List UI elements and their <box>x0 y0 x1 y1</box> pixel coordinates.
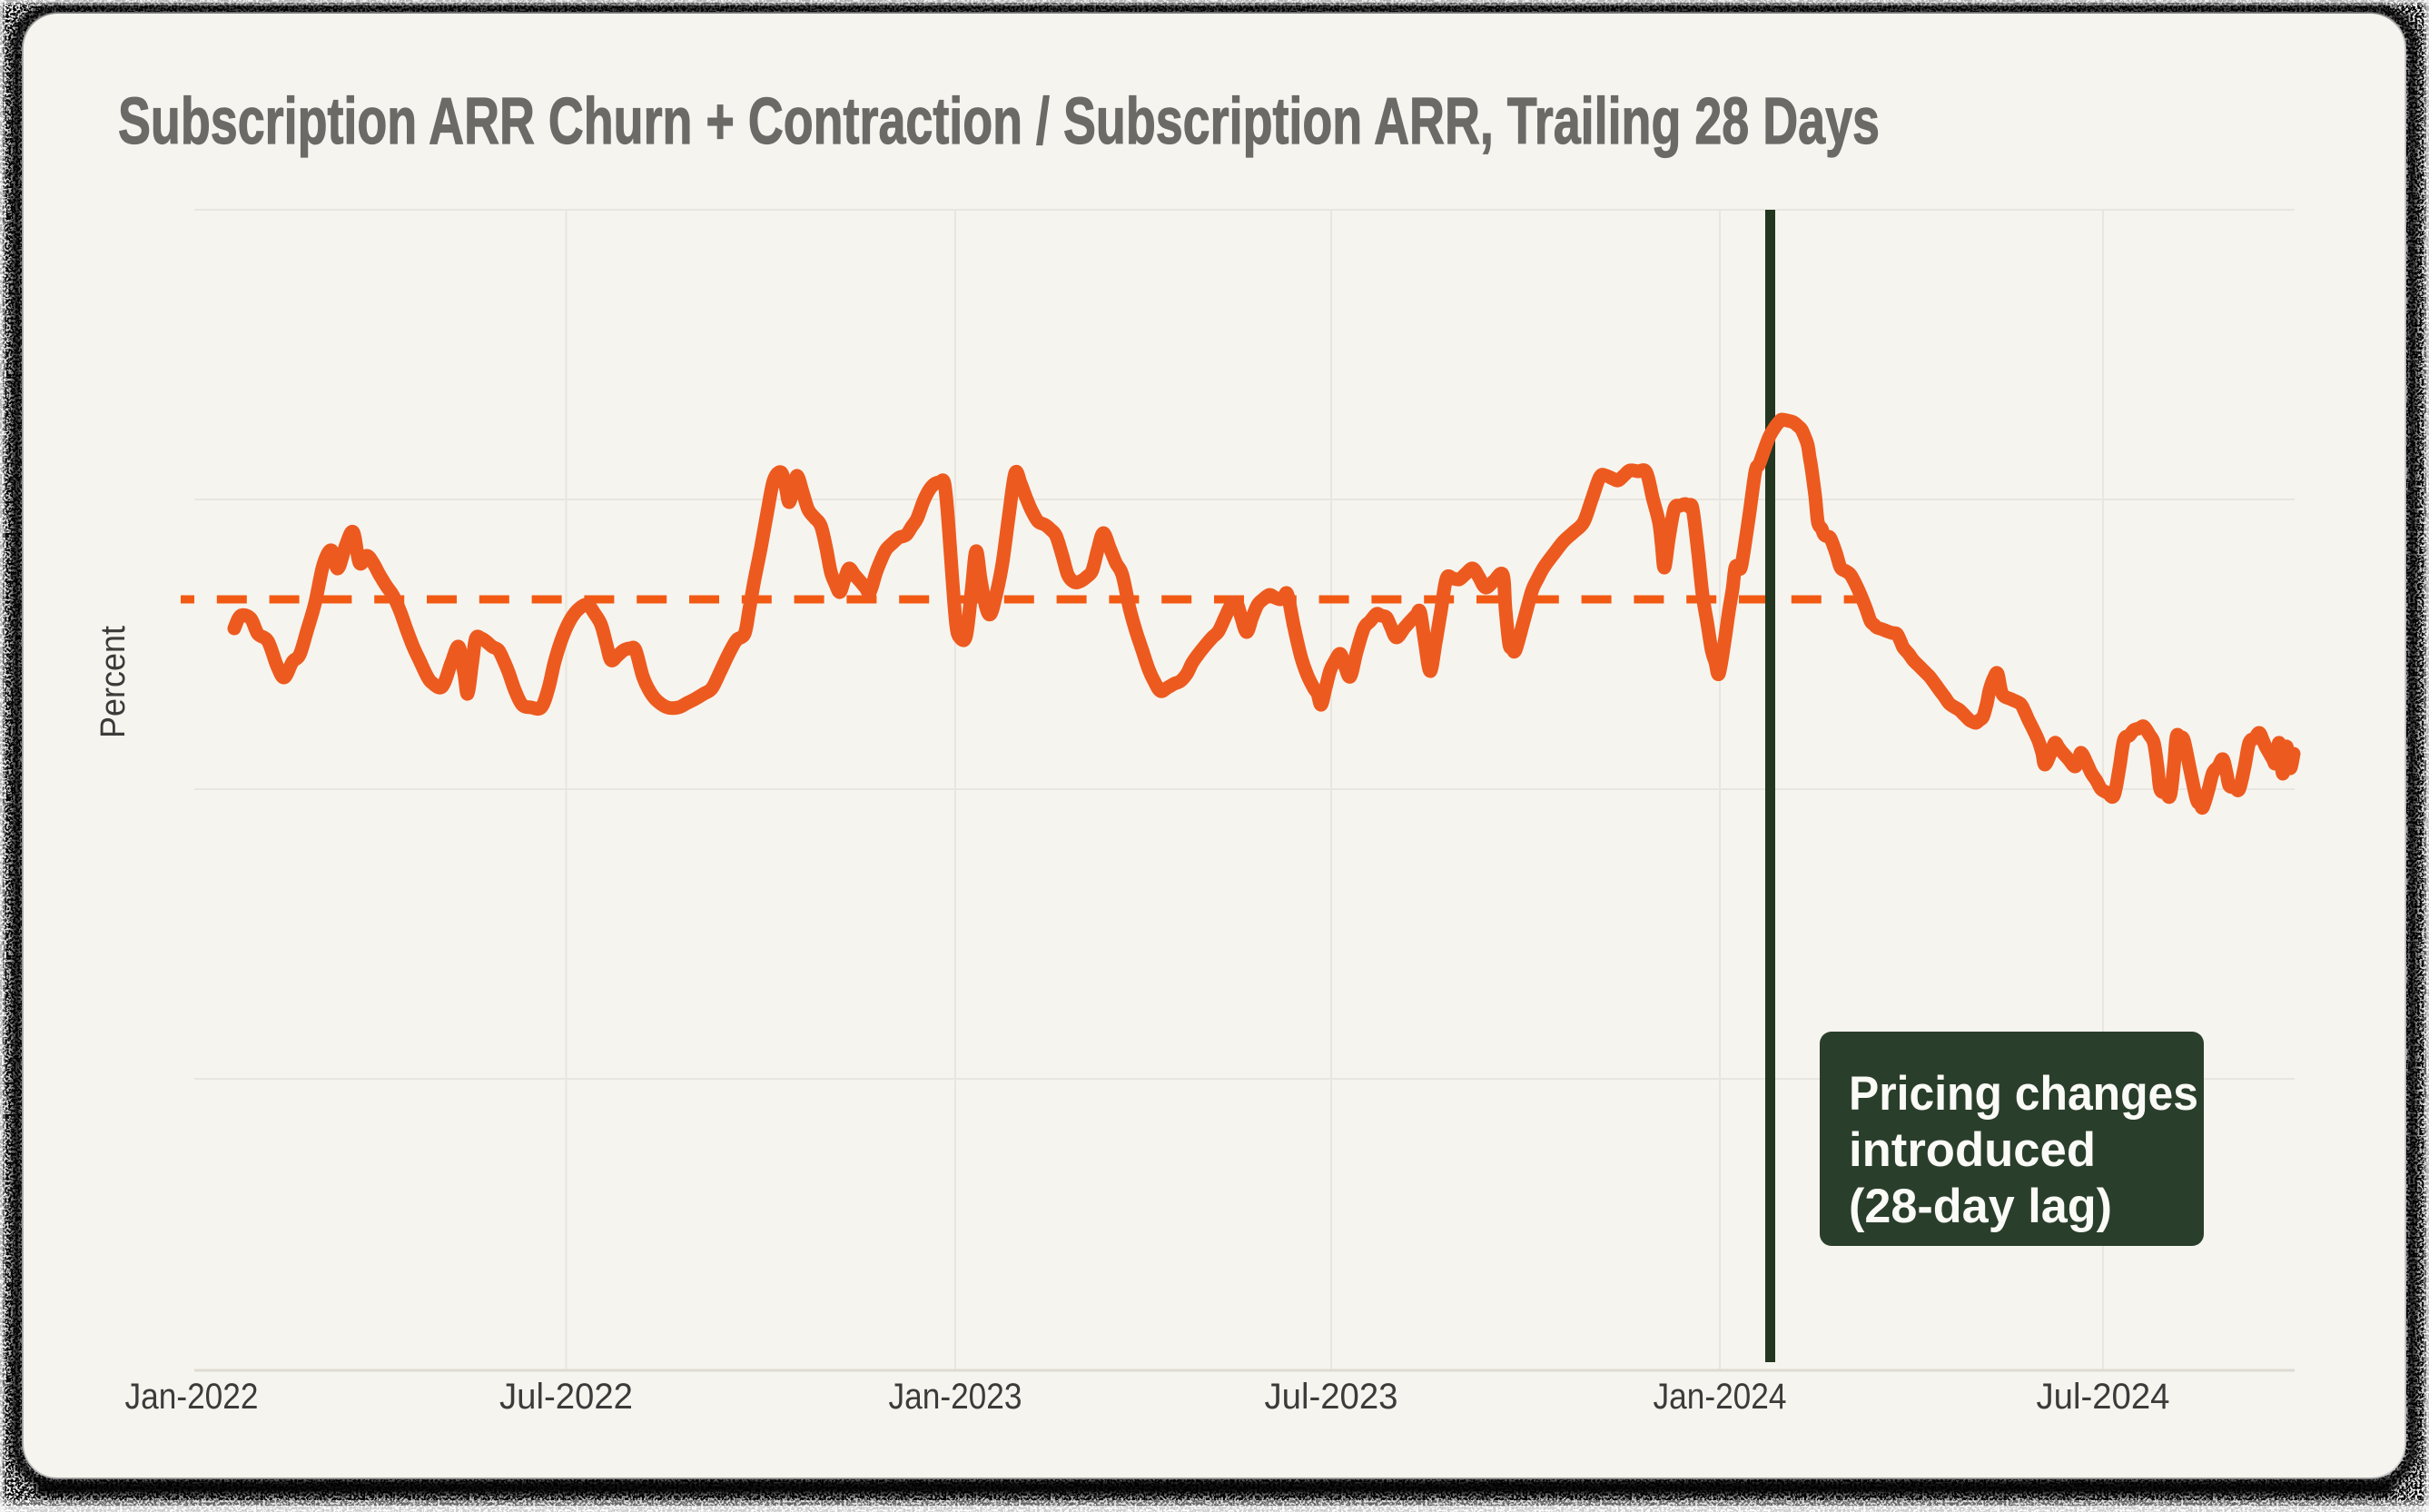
svg-text:Jan-2023: Jan-2023 <box>889 1377 1022 1417</box>
svg-text:introduced: introduced <box>1849 1123 2096 1177</box>
svg-text:Jul-2023: Jul-2023 <box>1265 1377 1398 1417</box>
svg-text:Subscription ARR Churn + Contr: Subscription ARR Churn + Contraction / S… <box>118 85 1880 158</box>
svg-text:Jan-2022: Jan-2022 <box>125 1377 259 1417</box>
svg-text:Jul-2024: Jul-2024 <box>2037 1377 2170 1417</box>
svg-text:Percent: Percent <box>94 626 133 738</box>
svg-text:Pricing changes: Pricing changes <box>1849 1067 2198 1121</box>
svg-text:Jul-2022: Jul-2022 <box>499 1377 633 1417</box>
svg-text:Jan-2024: Jan-2024 <box>1654 1377 1787 1417</box>
svg-text:(28-day lag): (28-day lag) <box>1849 1180 2112 1233</box>
